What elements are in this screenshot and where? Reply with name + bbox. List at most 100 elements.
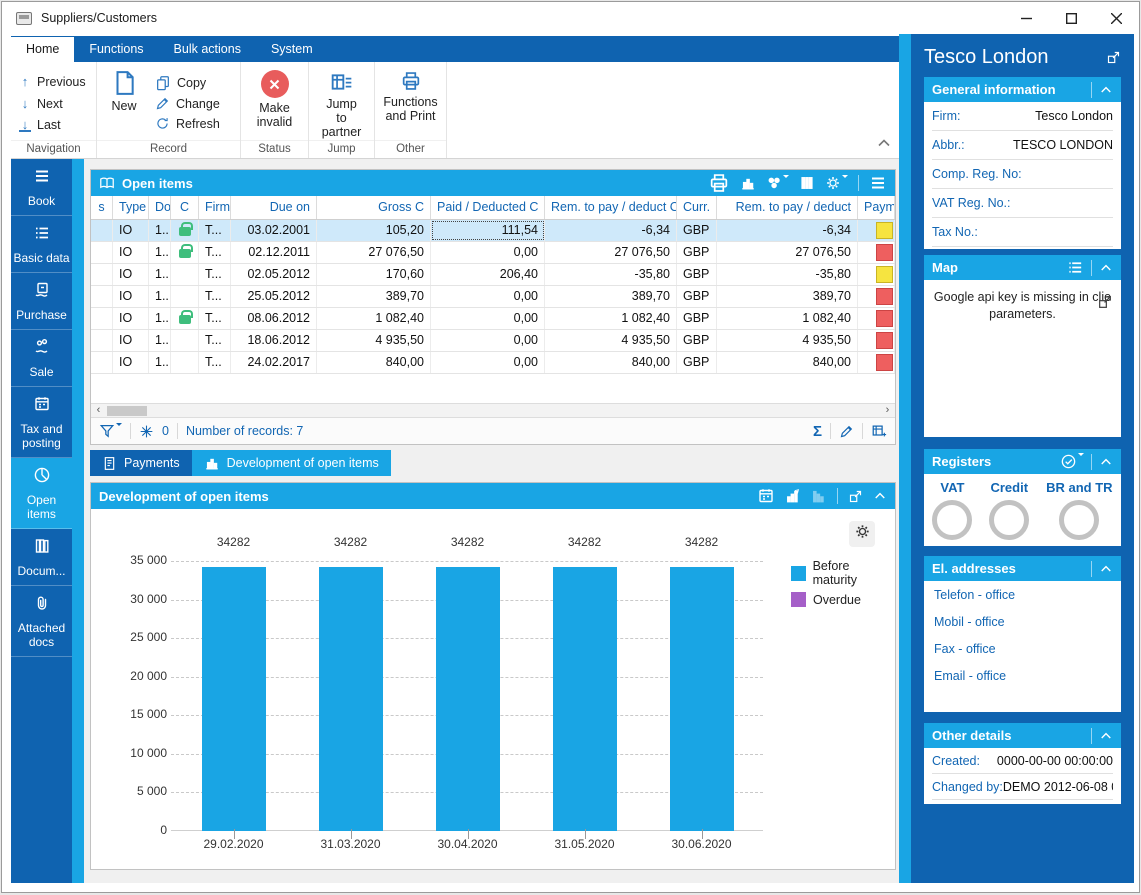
gear-icon[interactable]: [825, 175, 848, 191]
tab-development-of-open-items[interactable]: Development of open items: [191, 450, 391, 476]
addresses-collapse-icon[interactable]: [1099, 562, 1113, 576]
horizontal-scrollbar[interactable]: ‹ ›: [91, 403, 895, 418]
menu-icon[interactable]: [869, 174, 887, 192]
map-collapse-icon[interactable]: [1099, 261, 1113, 275]
add-record-icon[interactable]: [871, 423, 887, 439]
x-axis-tick: [233, 829, 235, 839]
scroll-left-arrow[interactable]: ‹: [96, 404, 101, 416]
left-sidebar: Book Basic data Purchase Sale Tax and postin…: [11, 159, 72, 883]
chart-panel: Development of open items 0 5 000 10 000 15…: [90, 482, 896, 870]
table-row-1[interactable]: IO 1... T... 03.02.2001 105,20 111,54 -6,34 GBP…: [91, 220, 895, 242]
table-row-3[interactable]: IO 1... T... 02.05.2012 170,60 206,40 -35,80 GB…: [91, 264, 895, 286]
column-header-s[interactable]: s: [91, 196, 113, 219]
partner-expand-icon[interactable]: [1106, 50, 1121, 65]
column-header-due[interactable]: Due on: [231, 196, 317, 219]
cell-type: IO: [113, 308, 149, 329]
sidebar-item-label: Sale: [29, 365, 54, 379]
cell-curr: GBP: [677, 352, 717, 373]
functions-and-print-button[interactable]: Functions and Print: [375, 66, 445, 140]
filter-icon[interactable]: [99, 423, 122, 439]
address-mobil-office[interactable]: Mobil - office: [934, 615, 1005, 629]
cell-payment: [858, 330, 895, 351]
cell-remc: 389,70: [545, 286, 677, 307]
ribbon-tab-system[interactable]: System: [270, 42, 313, 56]
sidebar-item-purchase[interactable]: Purchase: [11, 273, 72, 330]
chart-bars-icon[interactable]: [740, 175, 756, 191]
sidebar-item-docum-[interactable]: Docum...: [11, 529, 72, 586]
column-header-firm[interactable]: Firm: [199, 196, 231, 219]
tab-payments[interactable]: Payments: [90, 450, 192, 476]
column-header-rem[interactable]: Rem. to pay / deduct: [717, 196, 858, 219]
column-header-gross[interactable]: Gross C: [317, 196, 431, 219]
cell-curr: GBP: [677, 330, 717, 351]
columns-icon[interactable]: [799, 175, 815, 191]
map-list-icon[interactable]: [1067, 259, 1084, 276]
collapse-chevron-icon[interactable]: [873, 489, 887, 503]
ribbon-tab-home[interactable]: Home: [11, 37, 75, 62]
chart-settings-gear-icon[interactable]: [849, 521, 875, 547]
calendar-icon[interactable]: [757, 487, 775, 505]
address-email-office[interactable]: Email - office: [934, 669, 1007, 683]
column-header-c[interactable]: C: [171, 196, 199, 219]
jump-to-partner-button[interactable]: Jump to partner: [314, 66, 370, 140]
gridline: [171, 561, 763, 562]
make-invalid-button[interactable]: Make invalid: [247, 66, 302, 140]
map-expand-icon[interactable]: [1097, 294, 1113, 310]
last-button[interactable]: ↓ Last: [13, 116, 92, 134]
ribbon-collapse-chevron-icon[interactable]: [878, 134, 890, 152]
x-axis-category-label: 31.03.2020: [320, 837, 381, 851]
copy-button[interactable]: Copy: [149, 74, 226, 92]
previous-button[interactable]: ↑ Previous: [13, 72, 92, 91]
sidebar-item-attached-docs[interactable]: Attached docs: [11, 586, 72, 657]
address-fax-office[interactable]: Fax - office: [934, 642, 996, 656]
chart-title: Development of open items: [99, 488, 269, 504]
column-header-payment[interactable]: Payment: [858, 196, 895, 219]
cell-remc: 1 082,40: [545, 308, 677, 329]
column-header-curr[interactable]: Curr.: [677, 196, 717, 219]
next-button[interactable]: ↓ Next: [13, 94, 92, 113]
sidebar-item-book[interactable]: Book: [11, 159, 72, 216]
refresh-button[interactable]: Refresh: [149, 115, 226, 132]
cluster-icon[interactable]: [766, 175, 789, 191]
sidebar-item-sale[interactable]: Sale: [11, 330, 72, 387]
maximize-button[interactable]: [1049, 2, 1094, 34]
other-collapse-icon[interactable]: [1099, 729, 1113, 743]
bar-31.05.2020: [552, 566, 617, 831]
address-telefon-office[interactable]: Telefon - office: [934, 588, 1016, 602]
refresh-label: Refresh: [176, 116, 220, 131]
new-button[interactable]: New: [103, 66, 145, 140]
table-row-7[interactable]: IO 1... T... 24.02.2017 840,00 0,00 840,00 GBP 8…: [91, 352, 895, 374]
minimize-button[interactable]: [1004, 2, 1049, 34]
column-header-type[interactable]: Type: [113, 196, 149, 219]
expand-icon[interactable]: [848, 489, 863, 504]
tab-payments-label: Payments: [124, 456, 180, 470]
freeze-icon[interactable]: [139, 424, 154, 439]
printer-icon[interactable]: [708, 172, 730, 194]
bars-ascending-icon[interactable]: [785, 488, 801, 504]
close-button[interactable]: [1094, 2, 1139, 34]
table-row-4[interactable]: IO 1... T... 25.05.2012 389,70 0,00 389,70 GBP 3…: [91, 286, 895, 308]
table-row-2[interactable]: IO 1... T... 02.12.2011 27 076,50 0,00 27 076,…: [91, 242, 895, 264]
column-header-paid[interactable]: Paid / Deducted C: [431, 196, 545, 219]
column-header-doc[interactable]: Doc...: [149, 196, 171, 219]
change-button[interactable]: Change: [149, 95, 226, 112]
general-collapse-icon[interactable]: [1099, 83, 1113, 97]
sidebar-item-open-items[interactable]: Open items: [11, 458, 72, 529]
registers-collapse-icon[interactable]: [1099, 455, 1113, 469]
bars-descending-icon[interactable]: [811, 488, 827, 504]
sidebar-item-tax-and-posting[interactable]: Tax and posting: [11, 387, 72, 458]
table-row-5[interactable]: IO 1... T... 08.06.2012 1 082,40 0,00 1 082,40…: [91, 308, 895, 330]
scroll-right-arrow[interactable]: ›: [885, 404, 890, 416]
sum-icon[interactable]: Σ: [812, 422, 822, 440]
edit-icon[interactable]: [839, 424, 854, 439]
ribbon-tab-functions[interactable]: Functions: [89, 42, 144, 56]
books-icon: [33, 537, 51, 560]
cell-c: [171, 286, 199, 307]
scrollbar-thumb[interactable]: [107, 406, 147, 416]
registers-check-icon[interactable]: [1060, 453, 1084, 470]
column-header-remc[interactable]: Rem. to pay / deduct C: [545, 196, 677, 219]
ribbon-tab-bulk-actions[interactable]: Bulk actions: [173, 42, 241, 56]
table-row-6[interactable]: IO 1... T... 18.06.2012 4 935,50 0,00 4 935,50…: [91, 330, 895, 352]
sidebar-item-basic-data[interactable]: Basic data: [11, 216, 72, 273]
